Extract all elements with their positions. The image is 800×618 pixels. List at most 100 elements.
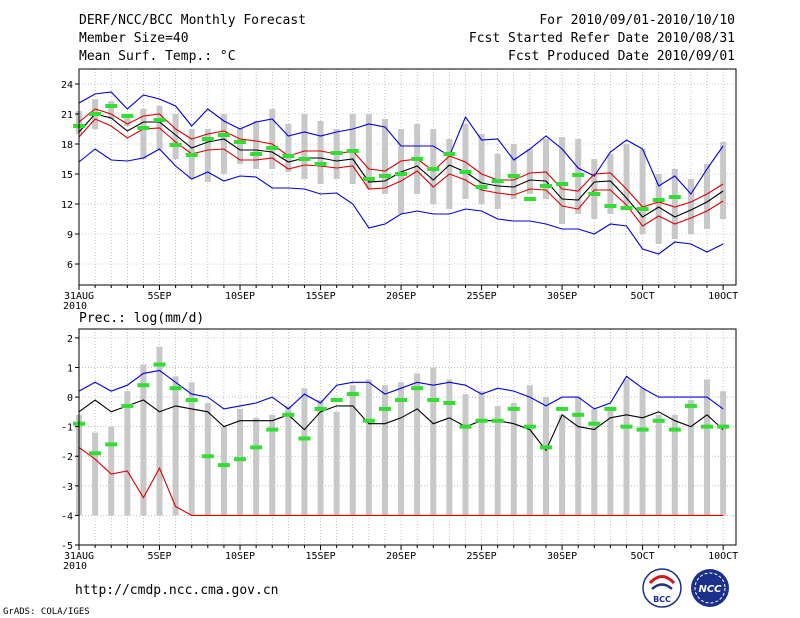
precip-range-bar — [156, 346, 163, 516]
precip-range-bar — [575, 397, 582, 516]
precip-range-bar — [317, 400, 324, 516]
precip-range-bar — [591, 408, 598, 516]
temp-marker — [250, 152, 263, 156]
precip-frame — [78, 328, 737, 546]
temp-range-bar — [285, 124, 292, 172]
precip-range-bar — [188, 382, 195, 516]
temp-range-bar — [591, 159, 598, 219]
temp-max-line — [78, 148, 724, 255]
temp-marker — [604, 204, 617, 208]
precip-ytick-label: 1 — [67, 363, 73, 374]
temp-range-bar — [317, 121, 324, 184]
temp-ytick-label: 18 — [61, 140, 73, 151]
temp-range-bar — [510, 144, 517, 199]
temp-marker — [475, 185, 488, 189]
temp-frame — [78, 68, 737, 286]
precip-marker — [89, 451, 102, 456]
temp-range-bar — [204, 129, 211, 182]
temp-marker — [217, 133, 230, 137]
precip-range-bar — [478, 391, 485, 516]
precip-range-bar — [253, 417, 260, 516]
temp-marker — [459, 170, 472, 174]
precip-marker — [169, 386, 182, 391]
precip-marker — [539, 445, 552, 450]
precip-xtick-label: 31AUG — [64, 551, 94, 562]
precip-range-bar — [204, 402, 211, 516]
precip-marker — [121, 403, 134, 408]
precip-marker — [652, 418, 665, 423]
temp-xtick-label: 30SEP — [547, 291, 577, 302]
temp-marker — [668, 195, 681, 199]
temp-range-bar — [237, 129, 244, 164]
temp-range-bar — [542, 139, 549, 199]
precip-range-bar — [720, 391, 727, 516]
temp-xtick-label: 10SEP — [225, 291, 255, 302]
temp-xtick-label: 5OCT — [631, 291, 655, 302]
temp-marker — [201, 137, 214, 141]
precip-range-bar — [671, 414, 678, 516]
temp-marker — [330, 151, 343, 155]
bcc-logo: BCC — [642, 568, 682, 608]
temp-marker — [507, 174, 520, 178]
temp-range-bar — [108, 101, 115, 119]
temp-year-label: 2010 — [63, 301, 87, 312]
temp-marker — [395, 172, 408, 176]
precip-xtick-label: 30SEP — [547, 551, 577, 562]
precip-mean-line — [78, 399, 724, 452]
precip-range-bar — [333, 411, 340, 516]
precip-xtick-label: 10SEP — [225, 551, 255, 562]
precip-range-bar — [349, 385, 356, 516]
precip-marker — [314, 406, 327, 411]
temp-xtick-label: 5SEP — [147, 291, 171, 302]
precip-marker — [201, 454, 214, 459]
precip-marker — [234, 457, 247, 462]
precip-range-bar — [381, 385, 388, 516]
temp-range-bar — [430, 129, 437, 204]
precip-xtick-label: 15SEP — [305, 551, 335, 562]
precip-marker — [362, 418, 375, 423]
precip-range-bar — [639, 388, 646, 516]
precip-marker — [636, 427, 649, 432]
temp-ytick-label: 15 — [61, 170, 73, 181]
precip-range-bar — [462, 394, 469, 516]
temp-range-bar — [269, 109, 276, 169]
precip-marker — [137, 383, 150, 388]
ncc-logo-text: NCC — [698, 584, 722, 595]
temp-marker — [636, 207, 649, 211]
temp-xtick-label: 20SEP — [386, 291, 416, 302]
temp-range-bar — [365, 114, 372, 189]
precip-ytick-label: -5 — [61, 541, 73, 552]
precip-marker — [395, 398, 408, 403]
precip-ytick-label: 2 — [67, 334, 73, 345]
precip-ytick-label: -1 — [61, 423, 73, 434]
temp-marker — [588, 192, 601, 196]
temp-range-bar — [687, 179, 694, 234]
precip-range-bar — [559, 414, 566, 516]
precip-range-bar — [494, 405, 501, 516]
precip-marker — [185, 398, 198, 403]
precip-marker — [330, 398, 343, 403]
temp-marker — [234, 140, 247, 144]
precip-range-bar — [446, 379, 453, 516]
precip-marker — [282, 412, 295, 417]
precip-xtick-label: 20SEP — [386, 551, 416, 562]
temp-range-bar — [253, 121, 260, 169]
temp-range-bar — [639, 149, 646, 234]
temp-marker — [266, 146, 279, 150]
temp-marker — [169, 143, 182, 147]
precip-range-bar — [237, 408, 244, 516]
precip-range-bar — [510, 402, 517, 516]
temp-marker — [443, 152, 456, 156]
footer-url: http://cmdp.ncc.cma.gov.cn — [75, 583, 279, 598]
precip-range-bar — [301, 388, 308, 516]
temp-ytick-label: 12 — [61, 200, 73, 211]
temperature-panel: 6 9 12 15 18 21 24 31AUG 5SEP 10SEP 15SEP 20SEP 25SE… — [61, 68, 738, 312]
precip-range-bar — [687, 400, 694, 516]
temp-marker — [121, 114, 134, 118]
temp-range-bar — [704, 164, 711, 229]
precip-marker — [427, 398, 440, 403]
temp-range-bar — [140, 109, 147, 159]
temp-xtick-label: 15SEP — [305, 291, 335, 302]
precip-range-bar — [526, 385, 533, 516]
